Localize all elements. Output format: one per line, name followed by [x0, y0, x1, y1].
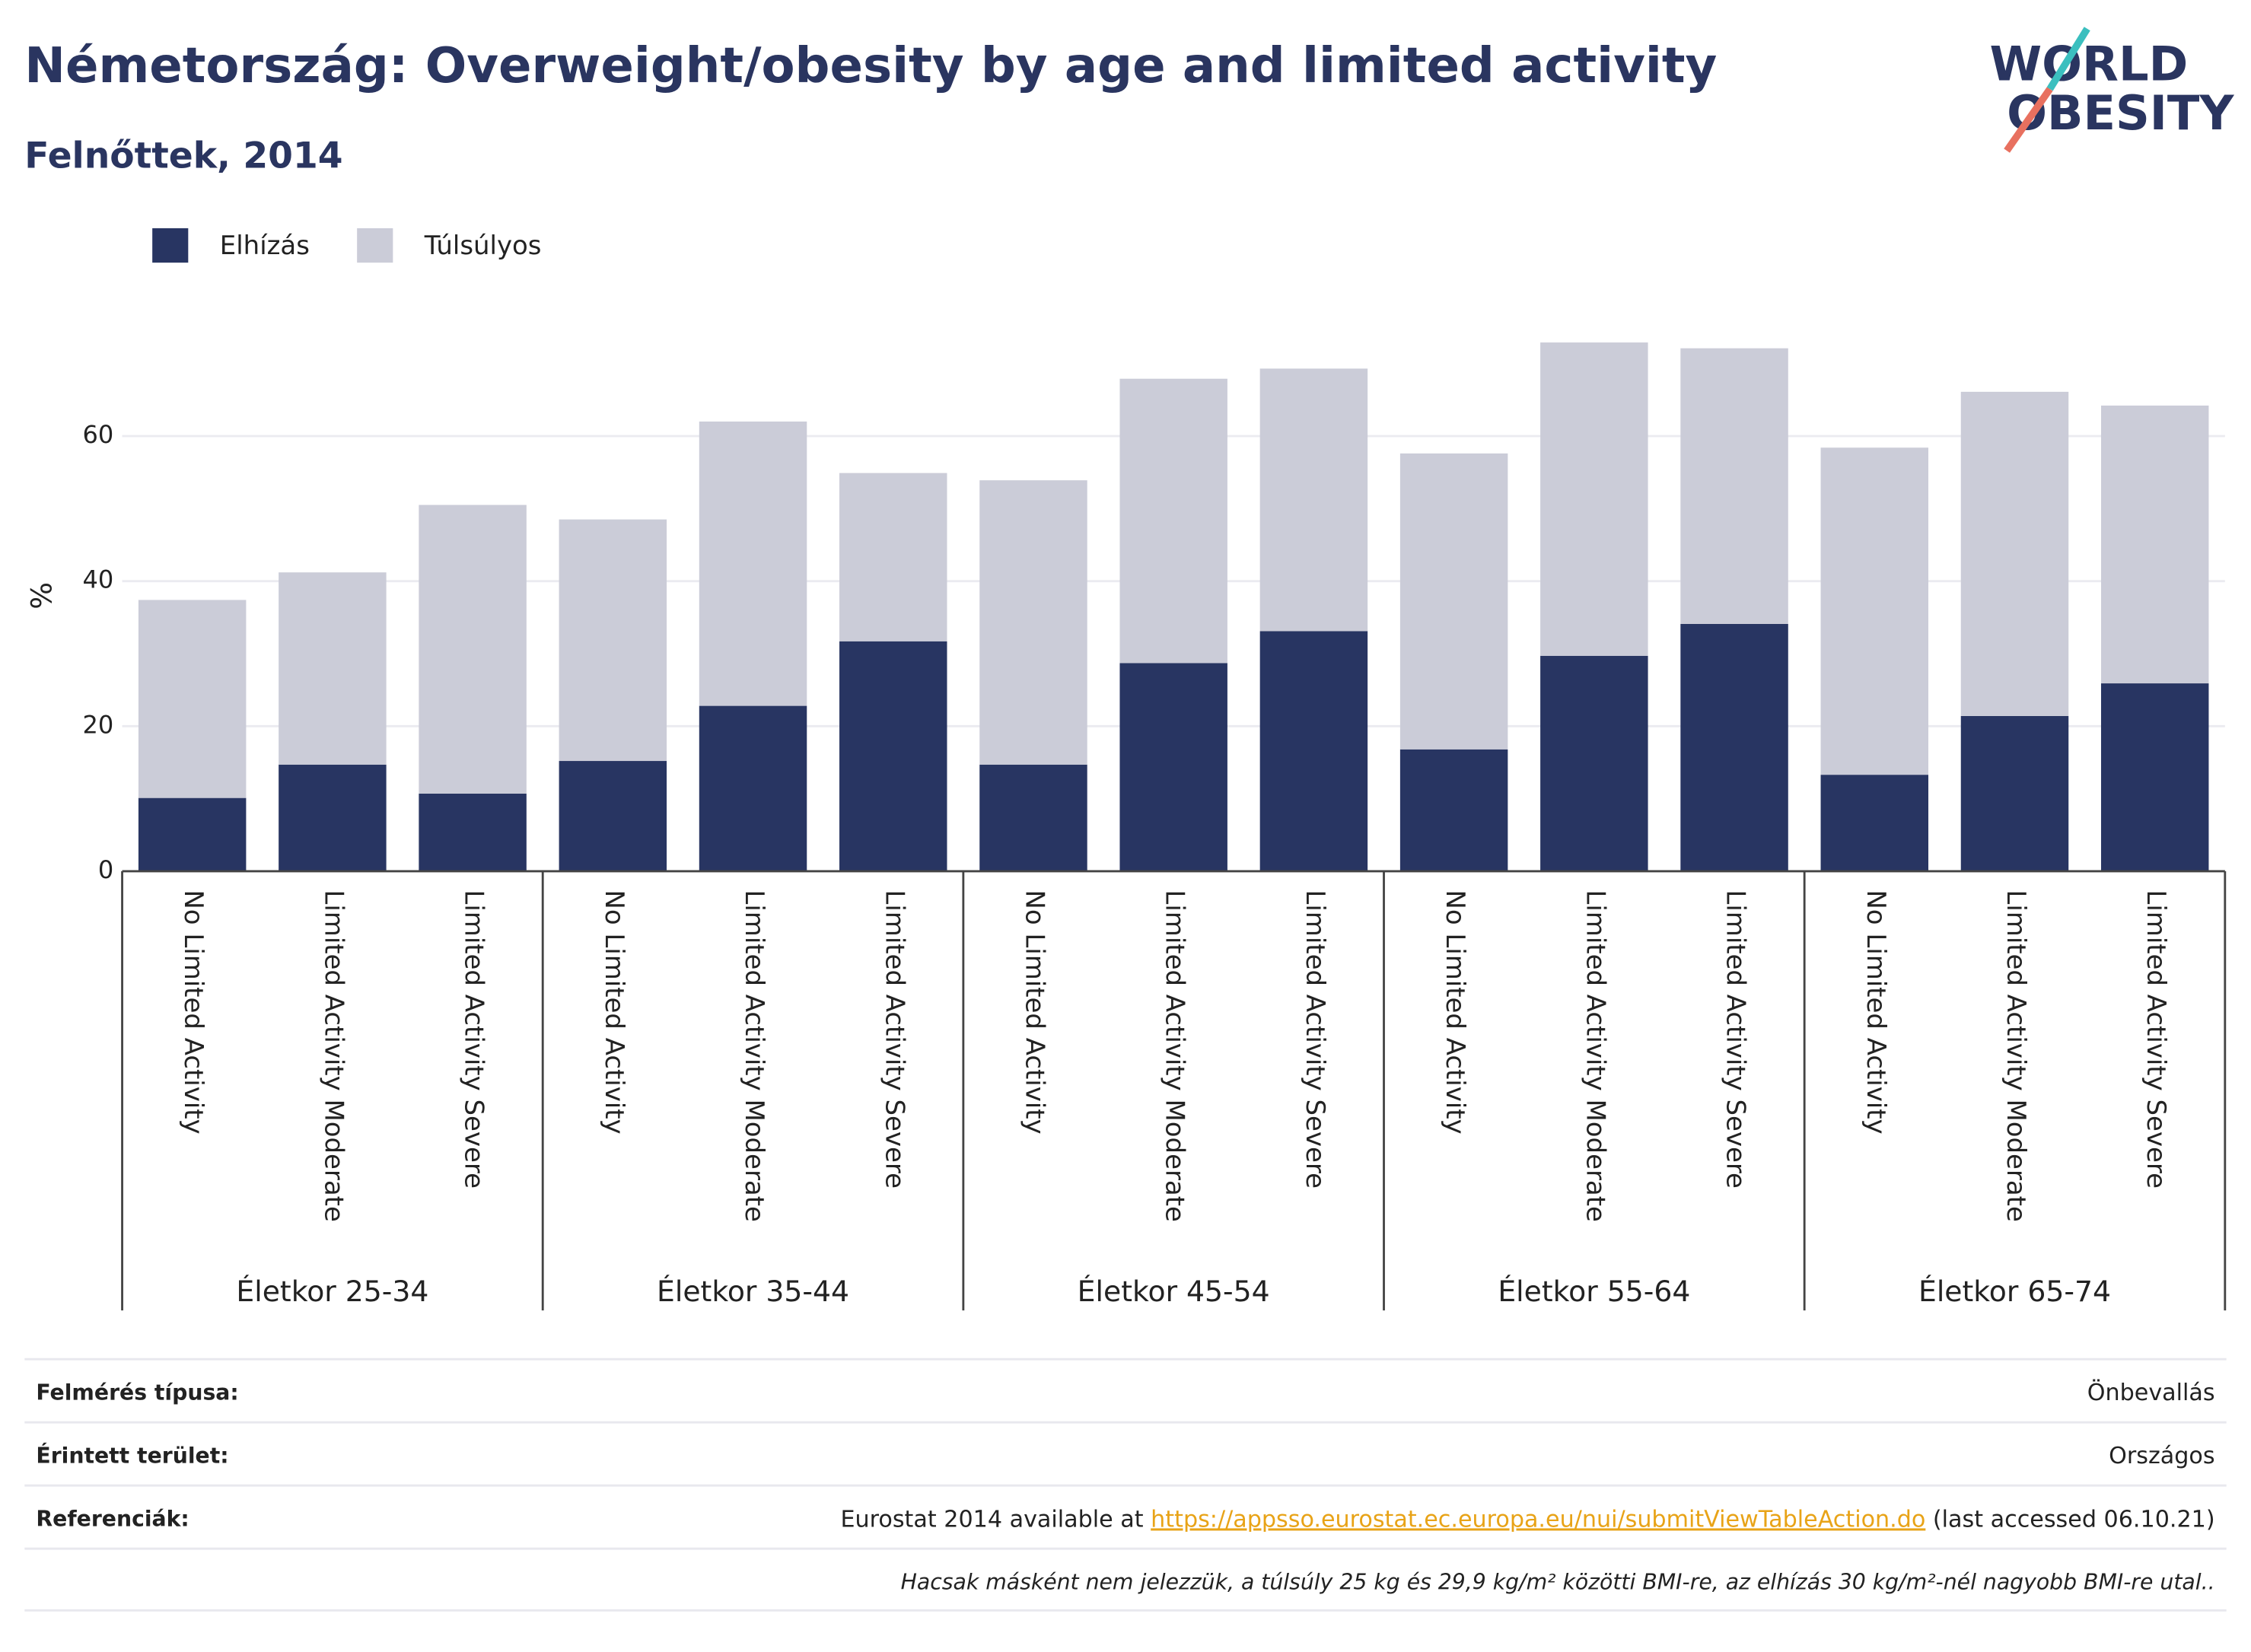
bar-segment	[1540, 655, 1648, 871]
group-label: Életkor 35-44	[657, 1275, 849, 1308]
legend-swatch	[152, 228, 189, 263]
bar-segment	[1680, 348, 1788, 624]
x-tick-label: No Limited Activity	[599, 890, 629, 1134]
x-tick-label: Limited Activity Moderate	[1160, 890, 1190, 1221]
bar-segment	[138, 600, 247, 798]
footnote: Hacsak másként nem jelezzük, a túlsúly 2…	[901, 1569, 2215, 1594]
bar-segment	[699, 421, 807, 706]
reference-text: Eurostat 2014 available at	[840, 1506, 1151, 1533]
bar-segment	[1399, 453, 1508, 750]
footer-value: Önbevallás	[2087, 1378, 2215, 1406]
bar-segment	[2100, 405, 2209, 684]
x-tick-label: No Limited Activity	[178, 890, 209, 1134]
x-tick-label: Limited Activity Severe	[1300, 890, 1330, 1189]
legend-label: Túlsúlyos	[424, 231, 542, 261]
footer-value: Országos	[2109, 1443, 2214, 1469]
bar-segment	[1960, 715, 2069, 871]
bar-segment	[1259, 368, 1368, 632]
x-tick-label: Limited Activity Moderate	[318, 890, 349, 1221]
bar-segment	[1680, 623, 1788, 871]
x-tick-label: No Limited Activity	[1019, 890, 1049, 1134]
footer-label: Érintett terület:	[36, 1442, 228, 1468]
group-label: Életkor 55-64	[1498, 1275, 1690, 1308]
bar-segment	[1820, 447, 1929, 775]
bar-segment	[839, 473, 947, 641]
x-tick-label: Limited Activity Severe	[879, 890, 909, 1189]
bar-segment	[1119, 663, 1227, 871]
reference: Eurostat 2014 available at https://appss…	[840, 1506, 2214, 1533]
legend-swatch	[357, 228, 393, 263]
x-tick-label: Limited Activity Moderate	[1580, 890, 1610, 1221]
x-tick-label: Limited Activity Severe	[459, 890, 489, 1189]
bar-segment	[419, 505, 527, 794]
footer-label: Referenciák:	[36, 1506, 189, 1531]
chart-subtitle: Felnőttek, 2014	[24, 135, 342, 177]
y-tick-label: 60	[82, 420, 113, 449]
group-label: Életkor 45-54	[1078, 1275, 1270, 1308]
group-label: Életkor 65-74	[1918, 1275, 2111, 1308]
logo-slash	[2004, 87, 2053, 153]
logo-text: WORLD	[1989, 37, 2188, 92]
footer-label: Felmérés típusa:	[36, 1380, 238, 1405]
bar-segment	[699, 705, 807, 871]
bar-segment	[979, 480, 1087, 765]
y-tick-label: 20	[82, 710, 113, 739]
legend-label: Elhízás	[220, 231, 310, 261]
bar-segment	[1540, 342, 1648, 656]
bar-segment	[419, 793, 527, 871]
bar-segment	[559, 519, 667, 762]
bar-segment	[1399, 749, 1508, 871]
bar-segment	[138, 797, 247, 871]
x-tick-label: Limited Activity Moderate	[739, 890, 769, 1221]
bar-segment	[559, 761, 667, 871]
y-tick-label: 0	[98, 855, 113, 884]
x-tick-label: No Limited Activity	[1861, 890, 1891, 1134]
x-tick-label: Limited Activity Severe	[2141, 890, 2171, 1189]
reference-link[interactable]: https://appsso.eurostat.ec.europa.eu/nui…	[1151, 1506, 1925, 1533]
logo-slash	[2046, 27, 2090, 91]
logo-text: OBESITY	[2007, 85, 2234, 141]
reference-text: (last accessed 06.10.21)	[1925, 1506, 2214, 1533]
bar-segment	[279, 764, 387, 871]
y-tick-label: 40	[82, 565, 113, 594]
bar-segment	[839, 641, 947, 871]
chart-title: Németország: Overweight/obesity by age a…	[24, 37, 1717, 94]
x-tick-label: Limited Activity Severe	[1721, 890, 1751, 1189]
x-tick-label: No Limited Activity	[1440, 890, 1470, 1134]
y-axis-label: %	[24, 582, 58, 610]
x-tick-label: Limited Activity Moderate	[2001, 890, 2031, 1221]
bar-segment	[979, 764, 1087, 871]
bar-segment	[279, 572, 387, 765]
bar-segment	[1960, 391, 2069, 716]
bar-segment	[1119, 378, 1227, 664]
bar-segment	[1820, 775, 1929, 871]
group-label: Életkor 25-34	[236, 1275, 428, 1308]
bar-segment	[2100, 683, 2209, 871]
bar-segment	[1259, 631, 1368, 871]
